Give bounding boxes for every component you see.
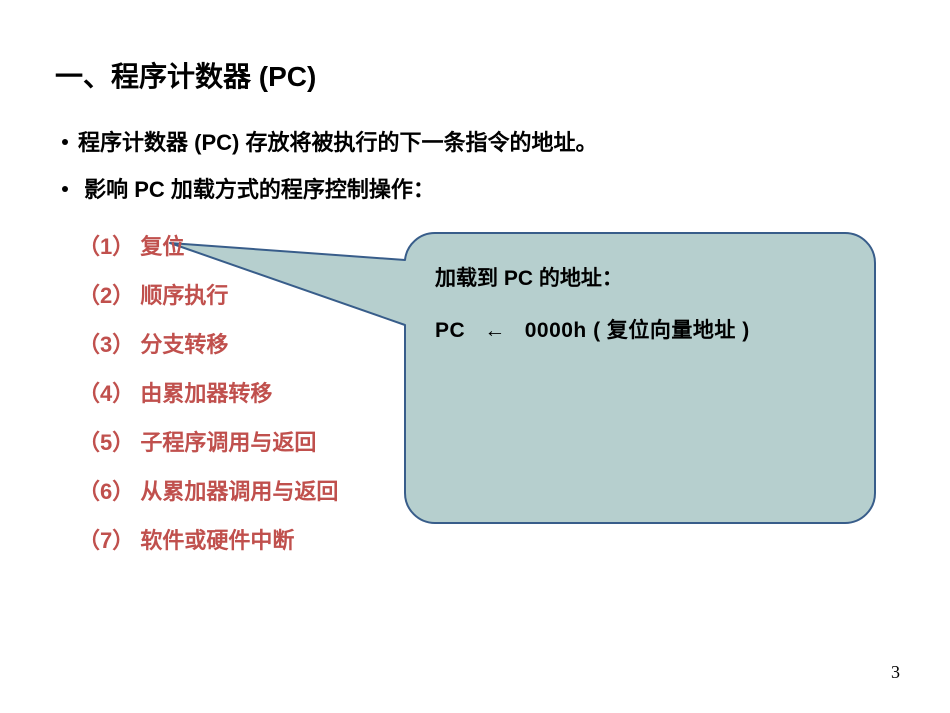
list-text: 子程序调用与返回 bbox=[134, 430, 316, 455]
list-item-1: （1） 复位 bbox=[78, 234, 184, 260]
list-num: （1） bbox=[78, 234, 134, 259]
list-num: （2） bbox=[78, 283, 134, 308]
list-num: （7） bbox=[78, 528, 134, 553]
list-item-4: （4） 由累加器转移 bbox=[78, 381, 272, 407]
list-item-7: （7） 软件或硬件中断 bbox=[78, 528, 294, 554]
slide: 一、程序计数器 (PC) 程序计数器 (PC) 存放将被执行的下一条指令的地址。… bbox=[0, 0, 950, 713]
page-number: 3 bbox=[891, 662, 900, 683]
list-item-6: （6） 从累加器调用与返回 bbox=[78, 479, 338, 505]
list-num: （3） bbox=[78, 332, 134, 357]
list-item-2: （2） 顺序执行 bbox=[78, 283, 228, 309]
bullet-2: 影响 PC 加载方式的程序控制操作： bbox=[62, 175, 435, 206]
callout-pc: PC bbox=[435, 319, 465, 342]
callout-value: 0000h ( 复位向量地址 ) bbox=[525, 319, 750, 342]
bullet-dot-icon bbox=[62, 186, 68, 192]
list-num: （4） bbox=[78, 381, 134, 406]
left-arrow-icon: ← bbox=[484, 319, 506, 342]
slide-title: 一、程序计数器 (PC) bbox=[55, 55, 316, 95]
list-item-5: （5） 子程序调用与返回 bbox=[78, 430, 316, 456]
list-text: 从累加器调用与返回 bbox=[134, 479, 338, 504]
list-num: （5） bbox=[78, 430, 134, 455]
bullet-1-text: 程序计数器 (PC) 存放将被执行的下一条指令的地址。 bbox=[78, 130, 597, 155]
list-num: （6） bbox=[78, 479, 134, 504]
bullet-2-text: 影响 PC 加载方式的程序控制操作： bbox=[78, 177, 435, 202]
callout-line1: 加载到 PC 的地址： bbox=[435, 262, 865, 296]
callout-text: 加载到 PC 的地址： PC ← 0000h ( 复位向量地址 ) bbox=[435, 262, 865, 347]
bullet-1: 程序计数器 (PC) 存放将被执行的下一条指令的地址。 bbox=[62, 128, 597, 159]
bullet-dot-icon bbox=[62, 139, 68, 145]
list-text: 复位 bbox=[134, 234, 184, 259]
callout-line2: PC ← 0000h ( 复位向量地址 ) bbox=[435, 314, 865, 348]
list-item-3: （3） 分支转移 bbox=[78, 332, 228, 358]
list-text: 由累加器转移 bbox=[134, 381, 272, 406]
list-text: 顺序执行 bbox=[134, 283, 228, 308]
list-text: 软件或硬件中断 bbox=[134, 528, 294, 553]
list-text: 分支转移 bbox=[134, 332, 228, 357]
